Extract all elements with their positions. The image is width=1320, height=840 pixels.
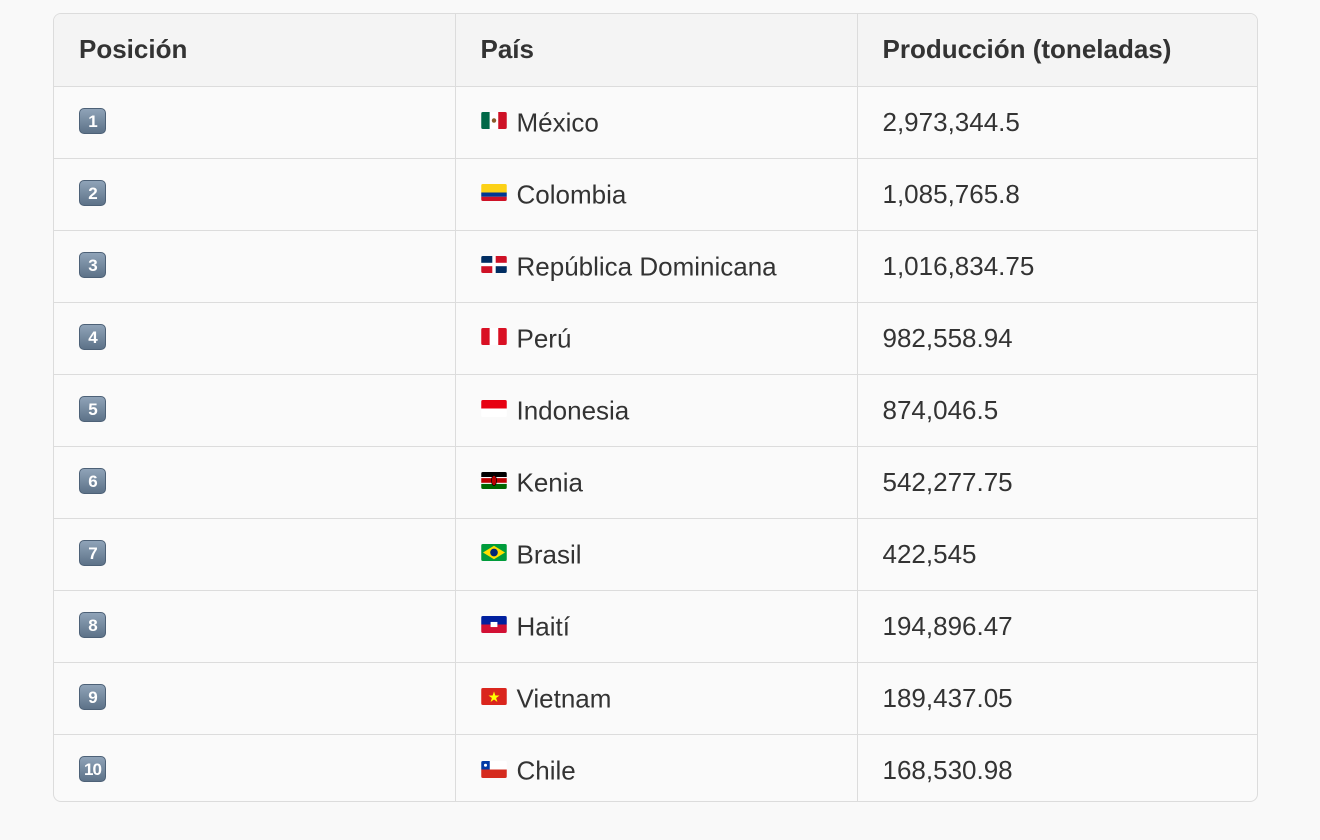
position-cell: 4: [54, 302, 456, 375]
peru-flag-icon: [480, 328, 507, 346]
country-name: Perú: [516, 323, 572, 354]
keycap-number-icon: 2: [79, 179, 106, 206]
production-cell: 422,545: [857, 518, 1257, 591]
country-cell: Perú: [455, 302, 858, 375]
position-cell: 9: [54, 662, 456, 735]
table-row: 5 Indonesia 874,046.5: [54, 374, 1257, 447]
brazil-flag-icon: [480, 544, 507, 562]
keycap-number-icon: 3: [79, 251, 106, 278]
chile-flag-icon: [480, 760, 507, 778]
keycap-number-icon: 9: [79, 683, 106, 710]
keycap-number-icon: 4: [79, 323, 106, 350]
mexico-flag-icon: [480, 112, 507, 130]
keycap-number-icon: 6: [79, 467, 106, 494]
country-cell: Chile: [455, 734, 858, 801]
position-cell: 8: [54, 590, 456, 663]
production-cell: 1,085,765.8: [857, 158, 1257, 231]
country-cell: República Dominicana: [455, 230, 858, 303]
country-name: México: [516, 107, 599, 138]
country-cell: Kenia: [455, 446, 858, 519]
dominican-republic-flag-icon: [480, 256, 507, 274]
country-name: Indonesia: [516, 395, 630, 426]
position-cell: 2: [54, 158, 456, 231]
country-name: Kenia: [516, 467, 584, 498]
production-cell: 2,973,344.5: [857, 86, 1257, 159]
table-row: 3 República Dominicana 1,016,834.75: [54, 230, 1257, 303]
keycap-number-icon: 10: [79, 755, 106, 782]
country-name: Haití: [516, 611, 570, 642]
table-row: 8 Haití 194,896.47: [54, 590, 1257, 663]
country-name: República Dominicana: [516, 251, 777, 282]
keycap-number-icon: 7: [79, 539, 106, 566]
production-cell: 194,896.47: [857, 590, 1257, 663]
keycap-number-icon: 8: [79, 611, 106, 638]
colombia-flag-icon: [480, 184, 507, 202]
vietnam-flag-icon: [480, 688, 507, 706]
position-cell: 6: [54, 446, 456, 519]
production-table: Posición País Producción (toneladas) 1 Mé…: [54, 14, 1257, 801]
country-cell: Indonesia: [455, 374, 858, 447]
country-name: Chile: [516, 755, 576, 786]
haiti-flag-icon: [480, 616, 507, 634]
kenya-flag-icon: [480, 472, 507, 490]
country-name: Brasil: [516, 539, 582, 570]
header-position: Posición: [54, 14, 456, 87]
table-row: 1 México 2,973,344.5: [54, 86, 1257, 159]
position-cell: 3: [54, 230, 456, 303]
country-cell: México: [455, 86, 858, 159]
keycap-number-icon: 1: [79, 107, 106, 134]
position-cell: 1: [54, 86, 456, 159]
position-cell: 10: [54, 734, 456, 801]
country-name: Colombia: [516, 179, 627, 210]
header-production: Producción (toneladas): [857, 14, 1257, 87]
table-header-row: Posición País Producción (toneladas): [54, 14, 1257, 87]
production-cell: 189,437.05: [857, 662, 1257, 735]
country-cell: Colombia: [455, 158, 858, 231]
table-row: 6 Kenia 542,277.75: [54, 446, 1257, 519]
production-cell: 982,558.94: [857, 302, 1257, 375]
position-cell: 7: [54, 518, 456, 591]
country-cell: Haití: [455, 590, 858, 663]
production-table-container: Posición País Producción (toneladas) 1 Mé…: [53, 13, 1258, 802]
production-cell: 1,016,834.75: [857, 230, 1257, 303]
production-cell: 542,277.75: [857, 446, 1257, 519]
table-row: 4 Perú 982,558.94: [54, 302, 1257, 375]
country-cell: Brasil: [455, 518, 858, 591]
table-row: 9 Vietnam 189,437.05: [54, 662, 1257, 735]
table-row: 7 Brasil 422,545: [54, 518, 1257, 591]
production-cell: 874,046.5: [857, 374, 1257, 447]
country-name: Vietnam: [516, 683, 612, 714]
header-country: País: [455, 14, 858, 87]
table-row: 2 Colombia 1,085,765.8: [54, 158, 1257, 231]
keycap-number-icon: 5: [79, 395, 106, 422]
production-cell: 168,530.98: [882, 754, 1013, 785]
table-row: 10 Chile 168,530.98: [54, 734, 1257, 801]
indonesia-flag-icon: [480, 400, 507, 418]
position-cell: 5: [54, 374, 456, 447]
country-cell: Vietnam: [455, 662, 858, 735]
